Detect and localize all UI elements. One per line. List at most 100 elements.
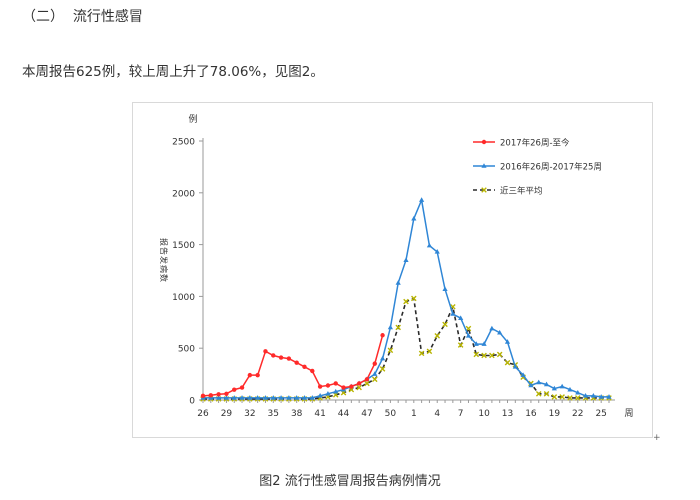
y-tick-label: 1000	[172, 293, 195, 303]
data-point	[411, 215, 417, 221]
data-point	[504, 339, 511, 344]
y-unit-label: 例	[188, 113, 197, 125]
data-point	[481, 139, 487, 145]
data-point	[450, 311, 456, 316]
series-group	[200, 333, 385, 399]
data-point	[567, 395, 573, 401]
legend-label: 近三年平均	[500, 186, 543, 197]
data-point	[372, 371, 378, 376]
data-point	[356, 384, 362, 391]
data-point	[442, 286, 448, 291]
data-point	[341, 385, 346, 390]
data-point	[528, 382, 534, 388]
data-point	[403, 298, 409, 305]
data-point	[310, 368, 315, 374]
data-point	[223, 395, 230, 400]
data-point	[333, 381, 338, 386]
data-point	[481, 341, 487, 346]
data-point	[606, 394, 612, 399]
series-line	[203, 197, 609, 399]
data-point	[473, 351, 480, 358]
x-tick-label: 38	[291, 409, 303, 419]
data-point	[520, 372, 526, 377]
data-point	[419, 197, 425, 202]
x-tick-label: 13	[502, 409, 513, 419]
data-point	[536, 379, 542, 385]
data-point	[317, 384, 323, 389]
summary-paragraph: 本周报告625例，较上周上升了78.06%，见图2。	[22, 64, 324, 80]
data-point	[271, 353, 276, 358]
y-tick-label: 2500	[172, 138, 195, 148]
x-tick-label: 47	[361, 409, 372, 419]
x-tick-label: 7	[458, 409, 464, 419]
data-point	[512, 364, 518, 369]
data-point	[301, 395, 308, 400]
data-point	[543, 390, 550, 397]
data-point	[473, 341, 479, 346]
y-tick-label: 1500	[172, 241, 195, 251]
data-point	[325, 390, 331, 396]
data-point	[497, 329, 503, 335]
data-point	[216, 395, 222, 400]
data-point	[496, 351, 503, 358]
data-point	[551, 385, 557, 391]
x-tick-label: 4	[434, 409, 440, 419]
data-point	[302, 364, 307, 370]
data-point	[590, 393, 596, 398]
data-point	[457, 342, 464, 348]
data-point	[504, 359, 511, 366]
data-point	[489, 352, 495, 359]
x-tick-label: 44	[338, 409, 350, 419]
data-point	[434, 249, 440, 254]
series-group	[200, 197, 612, 400]
x-tick-label: 22	[572, 409, 583, 419]
data-point	[395, 324, 401, 331]
data-point	[208, 393, 214, 398]
data-point	[481, 187, 487, 193]
data-point	[216, 392, 221, 397]
data-point	[426, 242, 433, 248]
image-resize-handle-icon[interactable]: +	[653, 433, 661, 443]
x-unit-label: 周	[624, 408, 633, 419]
data-point	[309, 395, 315, 400]
data-point	[200, 393, 206, 399]
data-point	[379, 355, 386, 361]
data-point	[294, 395, 300, 400]
data-point	[239, 385, 245, 390]
data-point	[543, 381, 550, 387]
data-point	[465, 325, 472, 332]
data-point	[231, 395, 237, 400]
section-number: （二）	[22, 9, 64, 25]
data-point	[380, 333, 385, 338]
data-point	[559, 383, 565, 389]
y-tick-label: 500	[178, 345, 195, 355]
data-point	[403, 257, 409, 262]
data-point	[442, 321, 448, 328]
series-line	[203, 297, 609, 400]
data-point	[278, 395, 284, 400]
x-tick-label: 41	[314, 409, 325, 419]
data-point	[255, 395, 261, 400]
data-point	[567, 386, 573, 392]
y-tick-label: 2000	[172, 189, 195, 199]
data-point	[349, 384, 354, 389]
data-point	[364, 377, 370, 382]
data-point	[364, 380, 370, 387]
data-point	[426, 348, 433, 355]
data-point	[224, 391, 229, 396]
section-heading: （二） 流行性感冒	[22, 6, 143, 26]
data-point	[434, 332, 441, 339]
data-point	[395, 280, 401, 285]
data-point	[465, 332, 472, 338]
data-point	[270, 395, 276, 400]
data-point	[574, 395, 581, 401]
chart-series-layer	[200, 197, 612, 402]
x-tick-label: 26	[197, 409, 209, 419]
data-point	[371, 376, 378, 383]
data-point	[411, 295, 417, 302]
data-point	[247, 372, 253, 378]
data-point	[379, 366, 386, 372]
x-tick-label: 10	[478, 409, 490, 419]
